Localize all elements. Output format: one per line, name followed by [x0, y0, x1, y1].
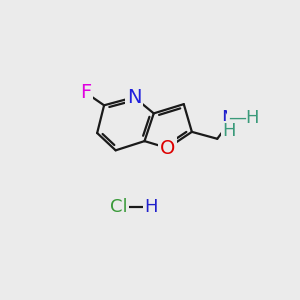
Text: Cl: Cl: [110, 198, 128, 216]
Text: H: H: [222, 122, 236, 140]
Text: N: N: [222, 109, 236, 128]
Text: F: F: [80, 83, 91, 102]
Text: N: N: [127, 88, 141, 107]
Text: H: H: [145, 198, 158, 216]
Text: —H: —H: [228, 109, 260, 127]
Text: O: O: [160, 139, 175, 158]
